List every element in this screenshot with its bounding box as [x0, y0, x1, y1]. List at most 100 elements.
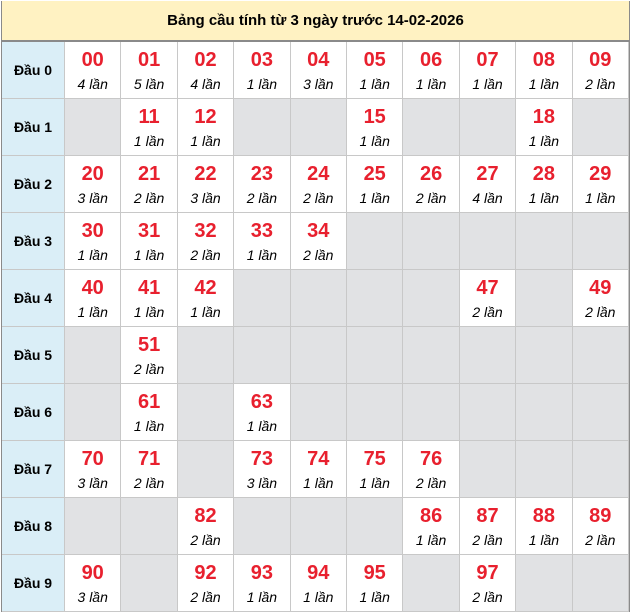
number-cell: 26 2 lần [403, 156, 460, 213]
number: 00 [81, 48, 104, 71]
row-header: Đầu 6 [2, 384, 65, 441]
empty-cell [234, 99, 291, 156]
number-cell: 03 1 lần [234, 42, 291, 99]
count: 2 lần [190, 531, 221, 548]
table-title: Bảng cầu tính từ 3 ngày trước 14-02-2026 [2, 1, 629, 42]
number: 76 [419, 447, 443, 470]
number: 21 [137, 162, 161, 185]
number-cell: 90 3 lần [65, 555, 122, 612]
count: 1 lần [246, 588, 278, 605]
number-cell: 11 1 lần [121, 99, 178, 156]
number-cell: 23 2 lần [234, 156, 291, 213]
row-header: Đầu 2 [2, 156, 65, 213]
empty-cell [403, 384, 460, 441]
row-header: Đầu 7 [2, 441, 65, 498]
number-cell: 86 1 lần [403, 498, 460, 555]
number: 26 [419, 162, 443, 185]
number: 06 [419, 48, 443, 71]
number-cell: 20 3 lần [65, 156, 122, 213]
empty-cell [347, 327, 404, 384]
empty-cell [65, 99, 122, 156]
count: 1 lần [133, 132, 165, 149]
empty-cell [234, 270, 291, 327]
number-cell: 25 1 lần [347, 156, 404, 213]
row-header: Đầu 3 [2, 213, 65, 270]
number-cell: 41 1 lần [121, 270, 178, 327]
number-cell: 87 2 lần [459, 498, 517, 555]
row-header: Đầu 9 [2, 555, 65, 612]
count: 1 lần [528, 189, 560, 206]
count: 3 lần [246, 474, 278, 491]
empty-cell [516, 441, 573, 498]
number: 08 [532, 48, 556, 71]
number-cell: 33 1 lần [234, 213, 291, 270]
empty-cell [572, 327, 629, 384]
count: 1 lần [585, 189, 616, 206]
count: 3 lần [77, 189, 108, 206]
number: 32 [194, 219, 217, 242]
empty-cell [65, 498, 122, 555]
empty-cell [459, 99, 517, 156]
number: 97 [476, 561, 499, 584]
number: 07 [476, 48, 499, 71]
number-cell: 15 1 lần [347, 99, 404, 156]
empty-cell [121, 555, 178, 612]
number-cell: 61 1 lần [121, 384, 178, 441]
count: 2 lần [133, 360, 165, 377]
number: 18 [532, 105, 556, 128]
number: 73 [250, 447, 274, 470]
empty-cell [572, 99, 629, 156]
number-cell: 89 2 lần [572, 498, 629, 555]
number: 25 [363, 162, 386, 185]
number: 15 [363, 105, 386, 128]
number-cell: 42 1 lần [177, 270, 235, 327]
number: 71 [137, 447, 161, 470]
number-cell: 75 1 lần [347, 441, 404, 498]
count: 1 lần [472, 75, 503, 92]
count: 2 lần [472, 588, 503, 605]
number-cell: 49 2 lần [572, 270, 629, 327]
empty-cell [572, 441, 629, 498]
number: 02 [194, 48, 217, 71]
number-cell: 06 1 lần [403, 42, 460, 99]
number-cell: 88 1 lần [516, 498, 573, 555]
count: 2 lần [190, 588, 221, 605]
number: 30 [81, 219, 104, 242]
number: 31 [137, 219, 161, 242]
number-grid: Đầu 0 00 4 lần 01 5 lần 02 4 lần 03 1 lần 04 3 lần… [2, 42, 629, 612]
count: 1 lần [359, 75, 390, 92]
number: 95 [363, 561, 386, 584]
empty-cell [290, 327, 347, 384]
empty-cell [290, 270, 347, 327]
count: 3 lần [190, 189, 221, 206]
empty-cell [403, 99, 460, 156]
number-cell: 32 2 lần [177, 213, 235, 270]
count: 2 lần [303, 189, 334, 206]
number: 29 [589, 162, 612, 185]
number: 33 [250, 219, 274, 242]
number-cell: 51 2 lần [121, 327, 178, 384]
number: 27 [476, 162, 499, 185]
count: 2 lần [585, 75, 616, 92]
empty-cell [347, 213, 404, 270]
count: 5 lần [133, 75, 165, 92]
empty-cell [121, 498, 178, 555]
number: 86 [419, 504, 443, 527]
number-cell: 00 4 lần [65, 42, 122, 99]
number: 40 [81, 276, 104, 299]
number-cell: 27 4 lần [459, 156, 517, 213]
number-cell: 02 4 lần [177, 42, 235, 99]
number: 88 [532, 504, 556, 527]
number: 22 [194, 162, 217, 185]
empty-cell [516, 213, 573, 270]
count: 1 lần [133, 303, 165, 320]
number: 20 [81, 162, 104, 185]
number: 05 [363, 48, 386, 71]
number: 75 [363, 447, 386, 470]
number-cell: 22 3 lần [177, 156, 235, 213]
count: 3 lần [77, 588, 108, 605]
number-cell: 34 2 lần [290, 213, 347, 270]
count: 1 lần [528, 132, 560, 149]
number: 01 [137, 48, 161, 71]
